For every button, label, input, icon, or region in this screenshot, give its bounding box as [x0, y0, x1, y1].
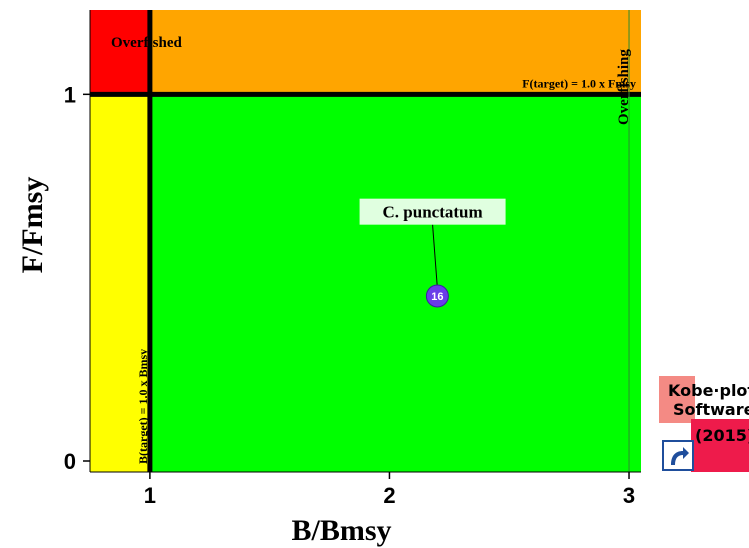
x-axis-title: B/Bmsy — [291, 514, 391, 547]
y-tick-label: 1 — [64, 82, 76, 107]
callout-label: C. punctatum — [383, 203, 483, 222]
region-overfishing — [149, 10, 642, 95]
overfished-label: Overfished — [111, 35, 182, 51]
y-tick-label: 0 — [64, 449, 76, 474]
logo-line-1: Kobe·plot — [668, 381, 749, 400]
f-target-label: F(target) = 1.0 x Fmsy — [522, 76, 636, 90]
x-tick-label: 3 — [623, 483, 635, 508]
x-tick-label: 2 — [383, 483, 395, 508]
kobe-plot-software-logo: Kobe·plot Software (2015) — [659, 376, 749, 472]
reference-lines — [90, 10, 641, 472]
arrow-curve-icon — [662, 440, 694, 471]
b-target-label: B(target) = 1.0 x Bmsy — [136, 349, 150, 464]
callout-line — [432, 224, 438, 289]
logo-red-block — [691, 419, 749, 472]
overfishing-label: Overfishing — [616, 49, 632, 125]
data-point-label: 16 — [431, 291, 443, 303]
data-point — [425, 284, 449, 308]
region-overfished — [90, 94, 150, 472]
logo-pink-block — [659, 376, 695, 423]
logo-line-3: (2015) — [695, 426, 749, 445]
y-axis-title: F/Fmsy — [16, 177, 49, 274]
data-points: C. punctatum 16 — [359, 198, 506, 308]
axes: 1 2 3 0 1 B/Bmsy F/Fmsy — [16, 10, 641, 547]
x-tick-label: 1 — [144, 483, 156, 508]
region-overfished-overfishing — [90, 10, 150, 95]
region-healthy — [149, 94, 642, 472]
logo-line-2: Software — [673, 400, 749, 419]
callout-box — [359, 198, 506, 225]
plot-regions — [90, 10, 642, 472]
